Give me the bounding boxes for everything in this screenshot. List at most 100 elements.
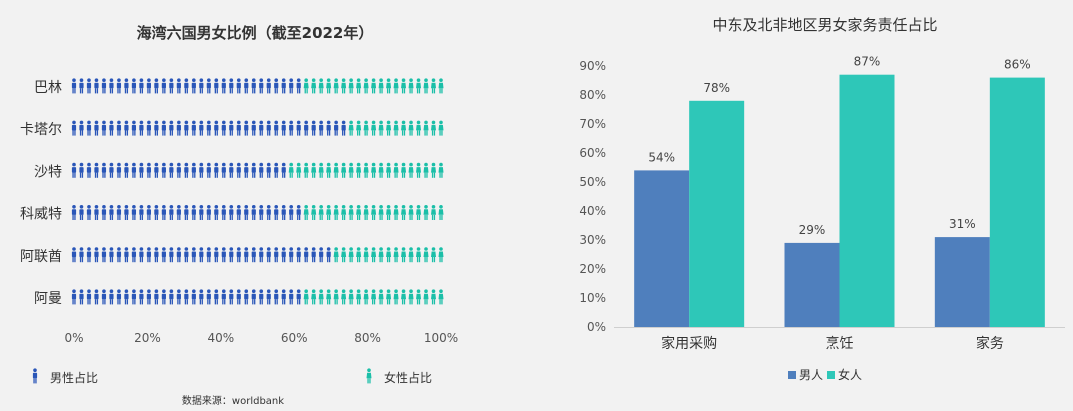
female-icon-r0-47	[423, 78, 429, 94]
female-icon-r0-31	[303, 78, 309, 94]
male-icon-r4-3-leg-left	[94, 257, 97, 263]
male-icon-r3-8	[131, 205, 137, 220]
female-icon-r0-32	[311, 78, 317, 94]
male-icon-r1-22-leg-right	[239, 130, 241, 136]
male-icon-r4-12	[161, 247, 166, 263]
data-label-0-1: 29%	[799, 223, 826, 237]
female-icon-r2-33-leg-right	[321, 172, 323, 178]
female-icon-r1-46-leg-right	[418, 130, 421, 136]
male-icon-r3-22-leg-right	[239, 214, 241, 220]
female-icon-r2-47-head	[424, 162, 428, 167]
female-icon-r2-34-leg-right	[328, 172, 331, 178]
male-icon-r4-15-head	[184, 247, 189, 251]
female-icon-r2-33-body	[318, 167, 324, 173]
male-icon-r4-31	[304, 247, 309, 263]
female-icon-r0-47-leg-right	[426, 88, 428, 94]
male-icon-r1-1	[79, 120, 84, 136]
female-icon-r1-44-head	[401, 120, 406, 125]
female-icon-r1-44	[401, 120, 407, 136]
male-icon-r3-22-body	[236, 209, 241, 215]
female-icon-r2-38	[356, 162, 362, 178]
male-icon-r2-21-head	[229, 162, 234, 167]
legend-swatch-male	[788, 371, 796, 379]
female-icon-r5-43-leg-right	[396, 299, 398, 305]
male-icon-r4-5-leg-left	[109, 257, 112, 263]
male-icon-r2-28-leg-left	[282, 172, 284, 178]
male-icon-r3-16-body	[191, 209, 196, 215]
female-icon-r5-31	[303, 289, 309, 305]
row-label-3: 科威特	[20, 207, 62, 223]
male-icon-r2-13-body	[169, 167, 174, 173]
male-icon-r2-3	[94, 162, 99, 178]
female-icon-r4-45-leg-right	[411, 257, 413, 263]
female-icon-r0-38-leg-right	[358, 88, 361, 94]
male-icon-r2-24-leg-left	[252, 172, 254, 178]
male-icon-r5-16	[191, 289, 196, 305]
female-icon-r0-48-body	[431, 82, 437, 89]
male-icon-r3-21-leg-right	[231, 214, 233, 220]
male-icon-r1-20-head	[221, 120, 226, 125]
male-icon-r3-4-leg-right	[104, 214, 106, 220]
male-icon-r1-28-head	[281, 120, 286, 125]
male-icon-r1-30-leg-right	[298, 130, 301, 136]
female-icon-r3-40-body	[371, 209, 377, 215]
female-icon-r3-49-leg-right	[441, 214, 443, 220]
male-icon-r2-20	[221, 162, 226, 178]
male-icon-r5-5-head	[109, 289, 114, 294]
male-icon-r0-23-leg-right	[246, 88, 248, 94]
male-icon-r5-3	[94, 289, 99, 305]
female-icon-r4-35	[333, 247, 339, 263]
female-icon-r4-38-head	[356, 247, 361, 251]
female-icon-r5-44-body	[401, 293, 407, 300]
female-icon-r3-46-leg-left	[416, 214, 419, 220]
male-icon-r5-18-leg-right	[209, 299, 211, 305]
male-icon-r2-26-body	[266, 167, 271, 173]
female-icon-r5-39-head	[364, 289, 368, 294]
female-icon-r1-45-leg-right	[411, 130, 413, 136]
male-icon-r4-23	[244, 247, 249, 263]
male-icon-r3-21-head	[229, 205, 234, 209]
male-icon-r5-28	[281, 289, 286, 305]
male-icon-r2-2-leg-left	[87, 172, 89, 178]
female-icon-r5-41	[378, 289, 384, 305]
male-icon-r0-15-leg-right	[186, 88, 188, 94]
female-icon-r3-41	[378, 205, 384, 220]
female-icon-r2-38-leg-left	[357, 172, 359, 178]
female-icon-r3-32-leg-right	[313, 214, 316, 220]
male-icon-r0-13	[169, 78, 174, 94]
male-icon-r3-21-body	[229, 209, 234, 215]
x-tick-0: 0%	[64, 331, 83, 345]
female-icon-r3-42-leg-right	[388, 214, 391, 220]
female-icon-r0-37-body	[348, 82, 354, 89]
female-icon-r3-45	[408, 205, 414, 220]
male-icon-r5-29-head	[289, 289, 294, 294]
male-icon-r5-27-leg-left	[274, 299, 276, 305]
female-icon-r5-48	[431, 289, 437, 305]
female-icon-r1-43-body	[393, 124, 399, 131]
female-icon-r5-39	[363, 289, 369, 305]
male-icon-r3-8-leg-right	[134, 214, 136, 220]
female-icon-r2-46-leg-right	[418, 172, 421, 178]
female-icon-r2-30-leg-right	[298, 172, 301, 178]
male-icon-r0-29-head	[289, 78, 294, 82]
female-icon-r2-37-leg-right	[351, 172, 353, 178]
male-icon-r3-29-head	[289, 205, 294, 209]
male-icon-r5-23-leg-left	[244, 299, 246, 305]
male-icon-r5-24-leg-right	[254, 299, 256, 305]
right-chart-panel: 中东及北非地区男女家务责任占比 0% 10% 20% 30% 40% 50% 60% 70% 8…	[520, 0, 1073, 411]
male-icon-r4-9-leg-left	[139, 257, 142, 263]
female-icon-r3-42-body	[386, 209, 392, 215]
male-icon-r1-32-body	[311, 124, 316, 131]
male-icon-r2-22	[236, 162, 241, 178]
male-icon-r4-31-leg-left	[304, 257, 306, 263]
male-icon-r5-30-head	[296, 289, 301, 294]
male-icon-r1-2-leg-right	[89, 130, 91, 136]
male-icon-r2-13-leg-left	[169, 172, 172, 178]
female-icon-r4-40-leg-right	[373, 257, 376, 263]
female-icon-r1-39-head	[364, 120, 368, 125]
male-icon-r2-14-leg-right	[179, 172, 181, 178]
male-icon-r5-24	[251, 289, 256, 305]
male-icon-r3-29-body	[289, 209, 294, 215]
male-icon-r1-23-leg-left	[244, 130, 246, 136]
male-icon-r4-8-leg-right	[134, 257, 136, 263]
